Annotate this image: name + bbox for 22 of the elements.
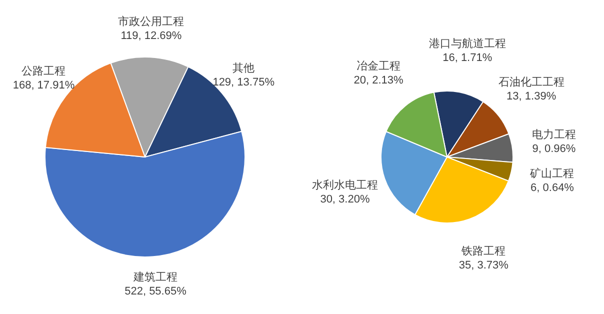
slice-label: 公路工程 <box>22 66 66 78</box>
slice-label: 铁路工程 <box>460 246 506 258</box>
slice-label: 港口与航道工程 <box>428 36 506 50</box>
slice-label: 建筑工程 <box>132 270 178 284</box>
data-label: 20, 2.13% <box>354 74 404 87</box>
slice-label: 市政公用工程 <box>118 15 184 28</box>
slice-label: 水利水电工程 <box>312 178 378 192</box>
data-label: 13, 1.39% <box>506 90 556 103</box>
data-label: 522, 55.65% <box>124 286 187 298</box>
data-label: 9, 0.96% <box>532 143 576 156</box>
slice-label: 其他 <box>232 61 255 74</box>
data-label: 129, 13.75% <box>212 76 275 88</box>
data-label: 168, 17.91% <box>12 80 75 92</box>
slice-label: 矿山工程 <box>529 167 574 180</box>
slice-label: 石油化工工程 <box>498 76 564 89</box>
data-label: 35, 3.73% <box>458 260 509 272</box>
data-label: 30, 3.20% <box>320 193 370 206</box>
slice-label: 冶金工程 <box>356 60 400 73</box>
slice-label: 电力工程 <box>532 128 576 142</box>
data-label: 16, 1.71% <box>442 52 492 64</box>
data-label: 119, 12.69% <box>120 30 182 42</box>
data-label: 6, 0.64% <box>530 182 574 194</box>
